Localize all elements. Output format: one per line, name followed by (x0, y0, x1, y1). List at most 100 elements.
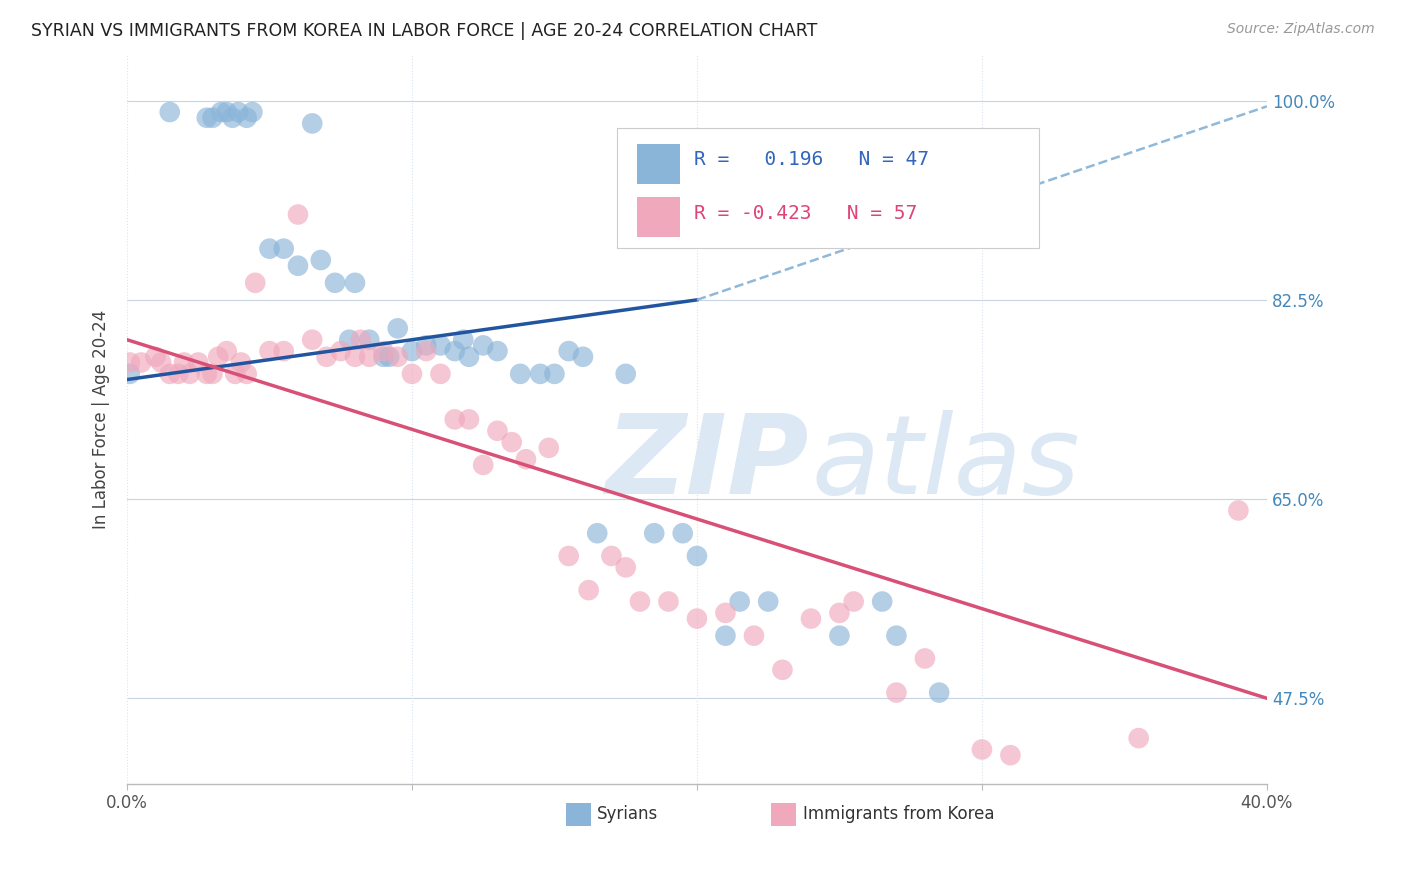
Point (387, 350, 409, 364)
Text: R =   0.196   N = 47: R = 0.196 N = 47 (693, 150, 928, 169)
Text: Immigrants from Korea: Immigrants from Korea (803, 805, 994, 823)
Point (179, 367, 201, 381)
Point (401, 367, 423, 381)
Point (215, 105, 238, 120)
Point (600, 549, 623, 563)
Point (329, 344, 352, 359)
Point (359, 333, 381, 347)
Point (686, 611, 709, 625)
Point (207, 350, 229, 364)
Point (486, 424, 509, 438)
Point (287, 259, 309, 273)
Point (209, 105, 232, 120)
Point (928, 685, 950, 699)
Point (970, 742, 993, 756)
Point (672, 526, 695, 541)
Point (614, 560, 637, 574)
Point (1227, 503, 1250, 517)
Point (800, 611, 823, 625)
Point (145, 350, 167, 364)
Point (429, 338, 451, 352)
Point (301, 116, 323, 130)
Point (537, 441, 560, 455)
Point (1000, 748, 1022, 763)
Point (529, 367, 551, 381)
Point (201, 111, 224, 125)
Point (287, 207, 309, 221)
Point (870, 594, 893, 608)
Point (118, 367, 141, 381)
Point (486, 344, 509, 359)
Point (842, 594, 865, 608)
Point (215, 344, 238, 359)
Point (259, 344, 281, 359)
Point (350, 333, 373, 347)
Point (118, 355, 141, 369)
Point (343, 276, 366, 290)
Point (187, 355, 209, 369)
Point (578, 583, 600, 598)
Point (714, 606, 737, 620)
Point (129, 355, 152, 369)
Text: Source: ZipAtlas.com: Source: ZipAtlas.com (1227, 22, 1375, 37)
Point (586, 526, 609, 541)
Point (323, 276, 346, 290)
Point (686, 549, 709, 563)
Point (572, 350, 595, 364)
Point (914, 651, 936, 665)
Point (195, 367, 218, 381)
Bar (637, 197, 681, 237)
Point (242, 105, 264, 120)
Point (359, 350, 381, 364)
Point (173, 355, 195, 369)
Point (742, 629, 765, 643)
Point (259, 242, 281, 256)
Point (195, 111, 218, 125)
Point (472, 458, 495, 472)
Point (728, 594, 751, 608)
Point (245, 276, 267, 290)
Point (201, 367, 224, 381)
Point (828, 606, 851, 620)
Text: SYRIAN VS IMMIGRANTS FROM KOREA IN LABOR FORCE | AGE 20-24 CORRELATION CHART: SYRIAN VS IMMIGRANTS FROM KOREA IN LABOR… (31, 22, 817, 40)
Point (714, 629, 737, 643)
Point (224, 367, 246, 381)
Text: Syrians: Syrians (596, 805, 658, 823)
Point (415, 344, 437, 359)
Text: R = -0.423   N = 57: R = -0.423 N = 57 (693, 204, 917, 224)
Point (451, 333, 474, 347)
Point (557, 549, 579, 563)
Y-axis label: In Labor Force | Age 20-24: In Labor Force | Age 20-24 (93, 310, 110, 529)
Point (509, 367, 531, 381)
Point (415, 338, 437, 352)
Point (443, 344, 465, 359)
Point (235, 111, 257, 125)
Point (150, 355, 173, 369)
Text: ZIP: ZIP (606, 409, 810, 516)
Point (501, 435, 523, 450)
Point (309, 253, 332, 268)
Point (401, 344, 423, 359)
Point (886, 685, 908, 699)
FancyBboxPatch shape (617, 128, 1039, 248)
Point (301, 333, 323, 347)
Point (1128, 731, 1150, 745)
Point (458, 350, 481, 364)
Bar (565, 803, 591, 826)
Point (429, 367, 451, 381)
Point (387, 321, 409, 335)
Point (337, 333, 360, 347)
Bar (637, 144, 681, 184)
Point (226, 105, 249, 120)
Point (273, 242, 295, 256)
Point (628, 594, 651, 608)
Bar (770, 803, 796, 826)
Point (343, 350, 366, 364)
Point (458, 412, 481, 426)
Point (373, 350, 395, 364)
Point (515, 452, 537, 467)
Point (643, 526, 665, 541)
Point (273, 344, 295, 359)
Point (159, 367, 181, 381)
Point (828, 629, 851, 643)
